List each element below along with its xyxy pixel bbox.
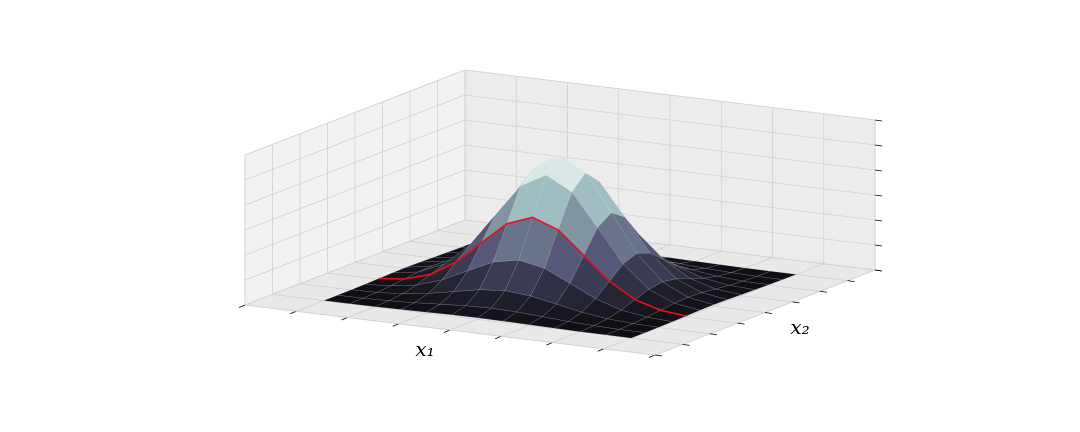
x-tick xyxy=(238,304,246,308)
z-tick xyxy=(874,269,883,272)
y-tick xyxy=(737,322,745,325)
surface-patch xyxy=(605,329,646,339)
z-tick xyxy=(874,244,883,247)
y-tick xyxy=(819,290,828,293)
x-tick xyxy=(546,342,553,346)
surface-patch xyxy=(687,292,729,306)
grid-line xyxy=(244,194,466,281)
grid-line xyxy=(244,144,466,231)
x-tick xyxy=(443,329,451,333)
surface-patch xyxy=(700,288,743,300)
grid-line xyxy=(272,293,683,345)
grid-line xyxy=(464,119,876,171)
y-tick xyxy=(764,312,773,314)
surface-patch xyxy=(673,297,715,311)
grid-line xyxy=(464,94,876,146)
grid-line xyxy=(244,69,466,156)
x-tick xyxy=(392,323,399,327)
y-axis-label: x₂ xyxy=(790,315,809,339)
grid-line xyxy=(464,69,876,121)
z-tick xyxy=(874,219,883,222)
y-tick xyxy=(792,301,800,304)
z-tick xyxy=(874,119,883,122)
surface-patch xyxy=(632,316,674,328)
grid-line xyxy=(244,219,466,306)
x-axis-label: x₁ xyxy=(415,337,434,361)
grid-line xyxy=(244,119,466,206)
x-tick xyxy=(495,335,502,340)
x-tick xyxy=(341,317,348,321)
grid-line xyxy=(244,94,466,181)
surface-patch xyxy=(743,276,783,286)
y-tick xyxy=(709,333,718,336)
grid-line xyxy=(464,144,876,196)
z-tick xyxy=(874,144,883,147)
x-tick xyxy=(290,310,297,315)
grid-line xyxy=(244,304,656,356)
y-tick xyxy=(682,343,690,346)
z-tick xyxy=(874,169,883,172)
x-tick xyxy=(597,348,604,352)
y-tick xyxy=(847,280,855,283)
grid-line xyxy=(244,169,466,256)
slice-curve xyxy=(378,216,687,317)
z-tick xyxy=(874,194,883,197)
x-tick xyxy=(648,354,656,358)
y-tick xyxy=(654,354,663,357)
